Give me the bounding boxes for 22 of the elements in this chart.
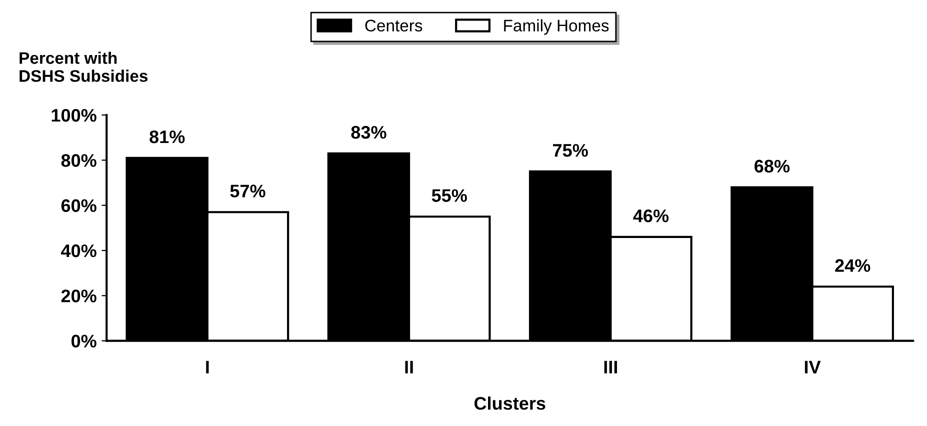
data-label: 68% — [754, 160, 790, 173]
data-label: 75% — [553, 144, 588, 157]
x-tick-label: III — [604, 360, 617, 374]
y-tick-label: 80% — [61, 154, 96, 167]
legend-label: Family Homes — [504, 19, 609, 35]
data-label: 46% — [633, 209, 669, 222]
y-tick-label: 40% — [61, 244, 96, 258]
y-tick-label: 0% — [72, 334, 96, 348]
legend-label: Centers — [365, 20, 422, 32]
data-label: 57% — [230, 184, 266, 198]
y-tick-label: 20% — [61, 290, 96, 302]
x-tick-label: IV — [804, 360, 821, 374]
y-tick-label: 60% — [61, 199, 96, 212]
x-tick-label: I — [206, 360, 209, 374]
y-tick-label: 100% — [52, 108, 96, 122]
data-label: 24% — [835, 259, 870, 272]
data-label: 83% — [351, 126, 386, 139]
y-axis-title: Percent with DSHS Subsidies — [20, 52, 148, 82]
data-label: 81% — [150, 130, 185, 144]
x-tick-label: II — [405, 360, 413, 374]
x-axis-title: Clusters — [474, 396, 546, 410]
data-label: 55% — [432, 189, 467, 202]
